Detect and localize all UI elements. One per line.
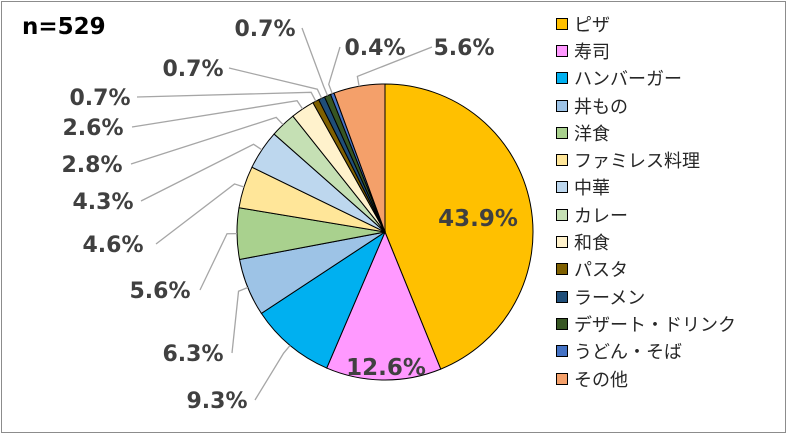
legend-swatch xyxy=(556,208,568,221)
sample-size-label: n=529 xyxy=(22,14,106,40)
leader-line-3 xyxy=(254,345,291,401)
legend-swatch xyxy=(556,126,568,139)
leader-line-12 xyxy=(301,27,329,96)
data-label-10: 0.7% xyxy=(69,86,130,111)
legend-item-1: ピザ xyxy=(556,10,736,37)
legend-label: うどん・そば xyxy=(574,342,682,364)
legend-label: ハンバーガー xyxy=(574,69,682,91)
legend-label: 丼もの xyxy=(574,96,628,118)
legend-item-11: ラーメン xyxy=(556,283,736,310)
legend-item-4: 丼もの xyxy=(556,92,736,119)
legend-label: 和食 xyxy=(574,233,610,255)
chart-legend: ピザ寿司ハンバーガー 丼もの洋食ファミレス料理 中華カレー和食パスタラーメンデザート… xyxy=(556,10,736,392)
legend-label: カレー xyxy=(574,205,628,227)
leader-line-6 xyxy=(155,183,245,245)
legend-swatch xyxy=(556,181,568,194)
leader-line-10 xyxy=(136,91,317,102)
legend-item-6: ファミレス料理 xyxy=(556,146,736,173)
leader-line-5 xyxy=(199,232,238,291)
legend-swatch xyxy=(556,99,568,112)
legend-label: 中華 xyxy=(574,178,610,200)
legend-item-9: 和食 xyxy=(556,228,736,255)
pie-slice-2 xyxy=(326,230,442,381)
legend-item-2: 寿司 xyxy=(556,37,736,64)
legend-item-10: パスタ xyxy=(556,256,736,283)
legend-swatch xyxy=(556,154,568,167)
legend-label: その他 xyxy=(574,369,628,391)
data-label-7: 4.3% xyxy=(72,190,133,215)
data-label-9: 2.6% xyxy=(62,116,123,141)
legend-item-12: デザート・ドリンク xyxy=(556,310,736,337)
legend-swatch xyxy=(556,317,568,330)
data-label-4: 6.3% xyxy=(162,342,223,367)
leader-line-8 xyxy=(130,116,284,165)
legend-label: デザート・ドリンク xyxy=(574,314,736,336)
data-label-6: 4.6% xyxy=(82,233,143,258)
legend-item-8: カレー xyxy=(556,201,736,228)
legend-label: ファミレス料理 xyxy=(574,151,700,173)
legend-swatch xyxy=(556,236,568,249)
data-label-3: 9.3% xyxy=(186,389,247,414)
legend-label: 洋食 xyxy=(574,123,610,145)
legend-swatch xyxy=(556,345,568,358)
legend-label: パスタ xyxy=(574,260,628,282)
pie-slice-14 xyxy=(333,83,386,233)
data-label-13: 0.4% xyxy=(344,36,405,61)
data-label-11: 0.7% xyxy=(162,57,223,82)
legend-item-14: その他 xyxy=(556,365,736,392)
legend-item-13: うどん・そば xyxy=(556,338,736,365)
legend-label: ラーメン xyxy=(574,287,646,309)
leader-line-4 xyxy=(231,286,249,354)
legend-swatch xyxy=(556,17,568,30)
legend-swatch xyxy=(556,44,568,57)
legend-swatch xyxy=(556,263,568,276)
data-label-14: 5.6% xyxy=(433,36,494,61)
leader-line-11 xyxy=(228,67,323,99)
leader-line-7 xyxy=(140,143,263,202)
legend-label: ピザ xyxy=(574,14,610,36)
legend-item-7: 中華 xyxy=(556,174,736,201)
leader-line-13 xyxy=(328,46,341,94)
legend-item-5: 洋食 xyxy=(556,119,736,146)
leader-line-9 xyxy=(131,100,304,128)
legend-swatch xyxy=(556,72,568,85)
pie-slice-3 xyxy=(260,230,387,369)
data-label-8: 2.8% xyxy=(61,153,122,178)
data-label-5: 5.6% xyxy=(129,279,190,304)
legend-label: 寿司 xyxy=(574,41,610,63)
pie-slice-1 xyxy=(384,83,534,370)
legend-swatch xyxy=(556,290,568,303)
legend-item-3: ハンバーガー xyxy=(556,65,736,92)
data-label-2: 12.6% xyxy=(346,355,426,381)
data-label-12: 0.7% xyxy=(234,17,295,42)
data-label-1: 43.9% xyxy=(438,206,518,232)
legend-swatch xyxy=(556,372,568,385)
leader-line-14 xyxy=(356,46,433,87)
